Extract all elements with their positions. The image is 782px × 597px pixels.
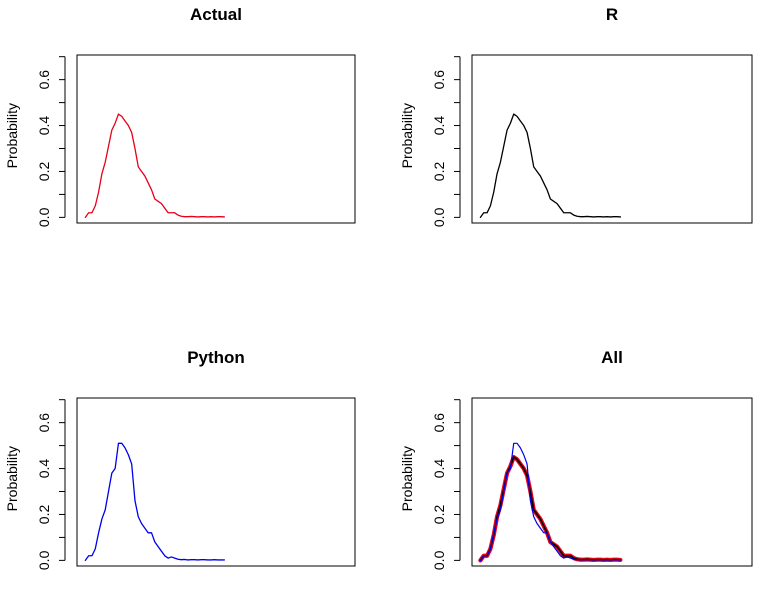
y-tick-label: 0.4 [36,116,52,136]
y-axis-label: Probability [4,446,20,511]
y-tick-label: 0.4 [431,116,447,136]
y-tick-label: 0.6 [36,413,52,433]
chart-title: Python [187,348,245,367]
y-tick-label: 0.2 [431,162,447,182]
chart-panel-r: R 0.0 0.2 0.4 0.6 Probability [399,5,753,227]
plot-frame [76,397,356,567]
y-tick-label: 0.2 [36,505,52,525]
y-axis-label: Probability [399,446,415,511]
series-line-actual [478,454,623,563]
chart-panel-python: Python 0.0 0.2 0.4 0.6 Probability [4,348,356,570]
series-line-actual [84,113,225,219]
chart-panel-all: All 0.0 0.2 0.4 0.6 Probability [399,348,753,570]
chart-panel-actual: Actual 0.0 0.2 0.4 0.6 Probability [4,5,356,227]
chart-title: Actual [190,5,242,24]
series-line-python [479,442,622,561]
y-tick-label: 0.2 [36,162,52,182]
y-tick-label: 0.2 [431,505,447,525]
y-axis-label: Probability [4,103,20,168]
y-tick-label: 0.4 [36,459,52,479]
chart-title: R [606,5,618,24]
y-tick-label: 0.0 [36,207,52,227]
y-tick-label: 0.6 [431,413,447,433]
y-tick-label: 0.6 [36,70,52,90]
y-tick-label: 0.0 [431,207,447,227]
y-axis-label: Probability [399,103,415,168]
y-tick-label: 0.4 [431,459,447,479]
series-line-r [479,113,622,219]
y-tick-label: 0.6 [431,70,447,90]
y-tick-label: 0.0 [36,550,52,570]
plot-frame [471,54,753,224]
chart-title: All [601,348,623,367]
plot-frame [76,54,356,224]
y-tick-label: 0.0 [431,550,447,570]
plot-frame [471,397,753,567]
series-line-python [84,442,225,562]
